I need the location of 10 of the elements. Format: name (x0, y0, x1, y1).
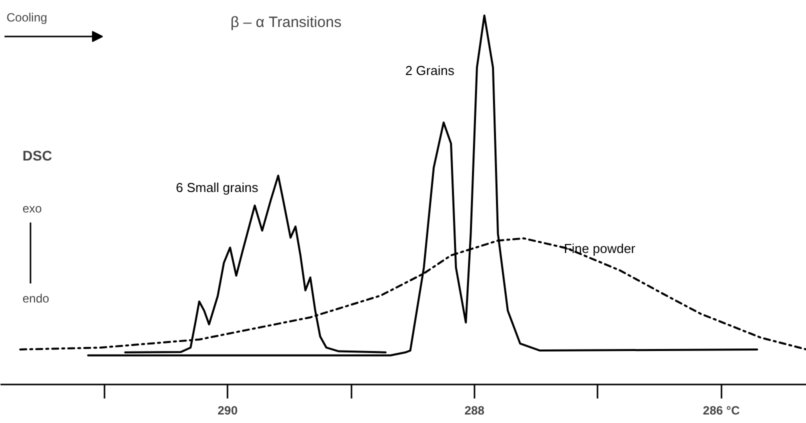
annotation: endo (22, 292, 50, 306)
series-label: 6 Small grains (176, 180, 259, 196)
x-tick-label: 288 (464, 404, 485, 418)
y-axis-title: DSC (22, 148, 52, 164)
x-tick-label: 286 °C (702, 404, 740, 418)
annotation: Cooling (6, 10, 48, 24)
annotation: exo (22, 202, 42, 216)
series-label: 2 Grains (405, 63, 455, 78)
chart-title: β – α Transitions (230, 14, 342, 31)
x-tick-label: 290 (218, 404, 238, 418)
